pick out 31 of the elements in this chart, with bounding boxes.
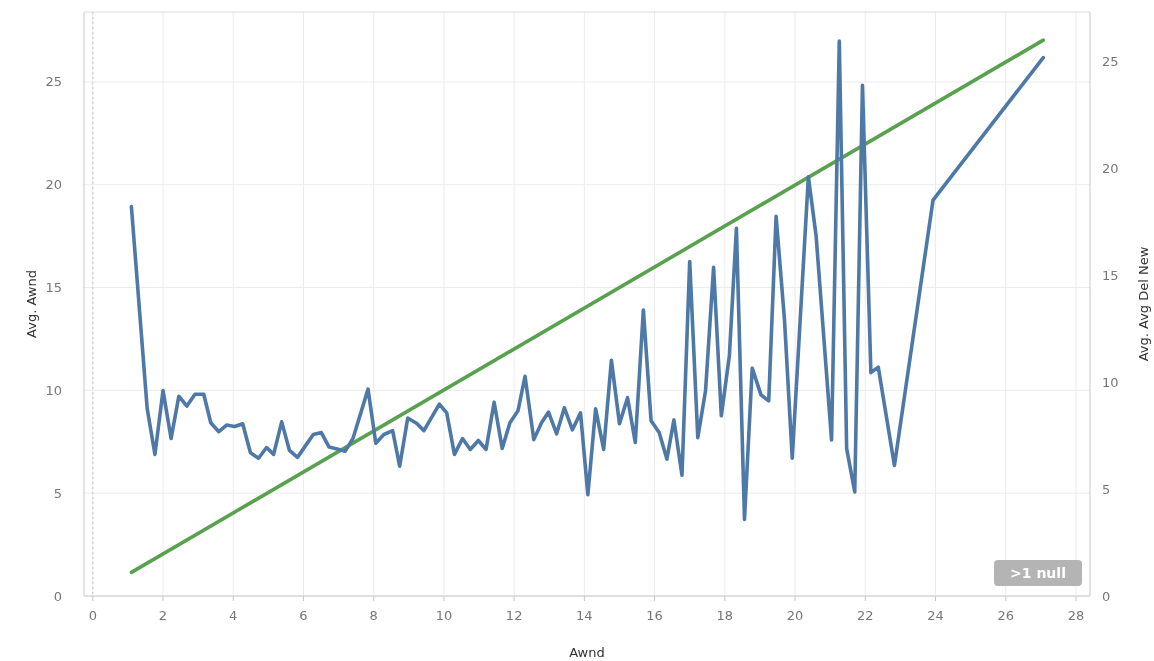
x-tick-label: 10 bbox=[435, 608, 453, 623]
y2-tick-label: 15 bbox=[1102, 267, 1119, 283]
x-tick-label: 8 bbox=[369, 608, 378, 623]
x-tick-label: 18 bbox=[716, 608, 734, 623]
y2-tick-label: 0 bbox=[1102, 588, 1111, 604]
x-axis-title: Awnd bbox=[569, 645, 605, 660]
x-tick-label: 26 bbox=[997, 608, 1014, 623]
y2-tick-label: 20 bbox=[1102, 160, 1119, 176]
y-tick-label: 15 bbox=[45, 280, 62, 296]
y2-tick-label: 10 bbox=[1102, 374, 1119, 390]
y-tick-label: 20 bbox=[45, 177, 62, 193]
y2-tick-label: 5 bbox=[1102, 481, 1111, 497]
x-tick-label: 28 bbox=[1067, 608, 1085, 623]
x-tick-label: 6 bbox=[299, 608, 308, 623]
y-tick-label: 25 bbox=[45, 74, 62, 90]
x-tick-label: 24 bbox=[927, 608, 944, 623]
y-tick-label: 0 bbox=[53, 588, 62, 604]
x-tick-label: 0 bbox=[88, 608, 97, 623]
x-tick-label: 12 bbox=[505, 608, 523, 623]
y2-axis-title: Avg. Avg Del New bbox=[1136, 246, 1151, 362]
y-tick-label: 10 bbox=[45, 382, 62, 398]
y2-tick-label: 25 bbox=[1102, 53, 1119, 69]
y-tick-label: 5 bbox=[53, 485, 62, 501]
x-tick-label: 16 bbox=[646, 608, 663, 623]
y-axis-title: Avg. Awnd bbox=[24, 270, 39, 338]
x-tick-label: 2 bbox=[158, 608, 168, 623]
annotation: >1 null bbox=[1010, 565, 1066, 581]
x-tick-label: 22 bbox=[857, 608, 874, 623]
x-tick-label: 20 bbox=[786, 608, 804, 623]
x-tick-label: 4 bbox=[229, 608, 238, 623]
x-tick-label: 14 bbox=[576, 608, 593, 623]
